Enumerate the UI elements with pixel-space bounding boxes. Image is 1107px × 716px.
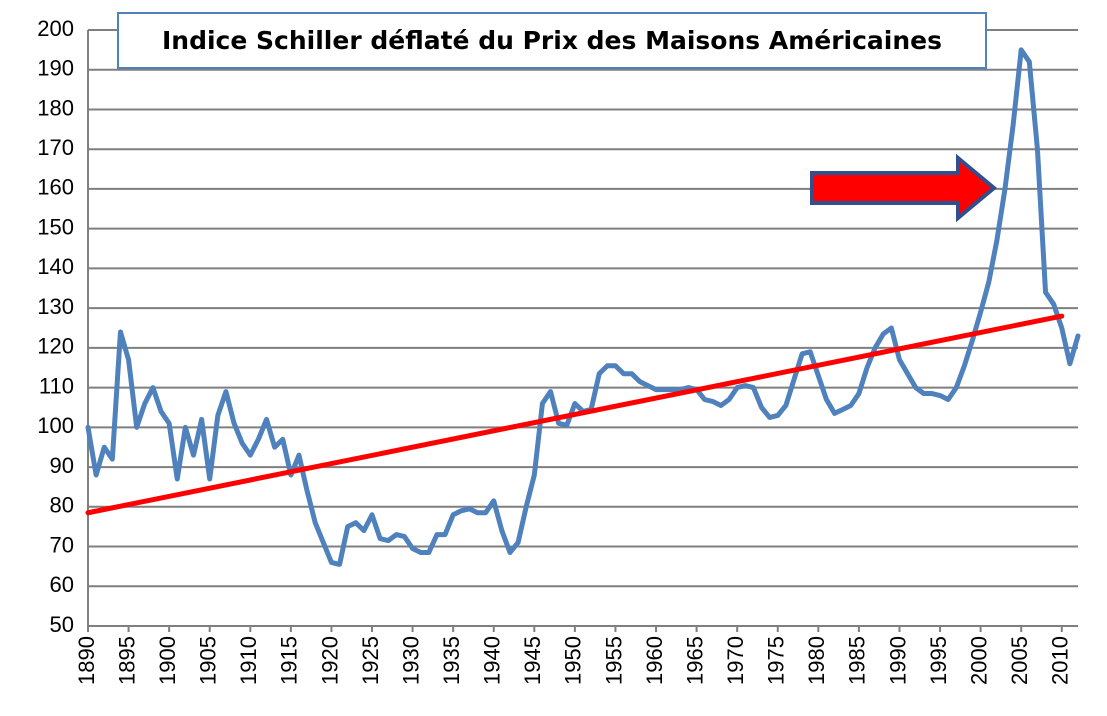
y-tick-label: 90: [50, 453, 74, 478]
x-tick-label: 1890: [74, 636, 99, 685]
x-tick-label: 1990: [885, 636, 910, 685]
x-tick-label: 1975: [764, 636, 789, 685]
x-tick-label: 1945: [520, 636, 545, 685]
y-tick-label: 130: [37, 294, 74, 319]
y-tick-label: 180: [37, 95, 74, 120]
x-tick-label: 1950: [561, 636, 586, 685]
grid: 50 60 70 80 90 100 110 120 130 140 150 160 170 180 190…: [37, 16, 1078, 685]
x-tick-label: 1895: [114, 636, 139, 685]
y-tick-label: 100: [37, 413, 74, 438]
y-tick-label: 80: [50, 493, 74, 518]
x-tick-label: 1915: [277, 636, 302, 685]
x-tick-label: 1955: [601, 636, 626, 685]
x-tick-label: 2005: [1007, 636, 1032, 685]
line: [85, 313, 1065, 516]
y-tick-label: 110: [39, 373, 74, 398]
x-tick-label: 1910: [236, 636, 261, 685]
chart-title: Indice Schiller déflaté du Prix des Mais…: [162, 26, 942, 55]
y-tick-label: 190: [37, 56, 74, 81]
x-tick-label: 2010: [1048, 636, 1073, 685]
x-tick-label: 1985: [845, 636, 870, 685]
arrow: [810, 153, 998, 223]
y-tick-label: 140: [37, 254, 74, 279]
x-tick-label: 1965: [682, 636, 707, 685]
y-tick-label: 120: [37, 334, 74, 359]
y-tick-label: 50: [50, 612, 74, 637]
x-tick-label: 1905: [196, 636, 221, 685]
marks: [85, 47, 1081, 567]
x-tick-label: 1920: [317, 636, 342, 685]
y-tick-label: 170: [37, 135, 74, 160]
x-tick-label: 1925: [358, 636, 383, 685]
x-tick-label: 1940: [480, 636, 505, 685]
y-tick-label: 150: [37, 214, 74, 239]
y-tick-label: 60: [50, 572, 74, 597]
x-tick-label: 1930: [398, 636, 423, 685]
y-tick-label: 70: [50, 532, 74, 557]
y-tick-label: 200: [37, 16, 74, 41]
x-tick-label: 1970: [723, 636, 748, 685]
x-tick-label: 1900: [155, 636, 180, 685]
title-box: [117, 12, 987, 69]
x-tick-label: 1980: [804, 636, 829, 685]
x-tick-label: 2000: [966, 636, 991, 685]
x-tick-label: 1935: [439, 636, 464, 685]
x-tick-label: 1995: [926, 636, 951, 685]
y-tick-label: 160: [37, 175, 74, 200]
x-tick-label: 1960: [642, 636, 667, 685]
